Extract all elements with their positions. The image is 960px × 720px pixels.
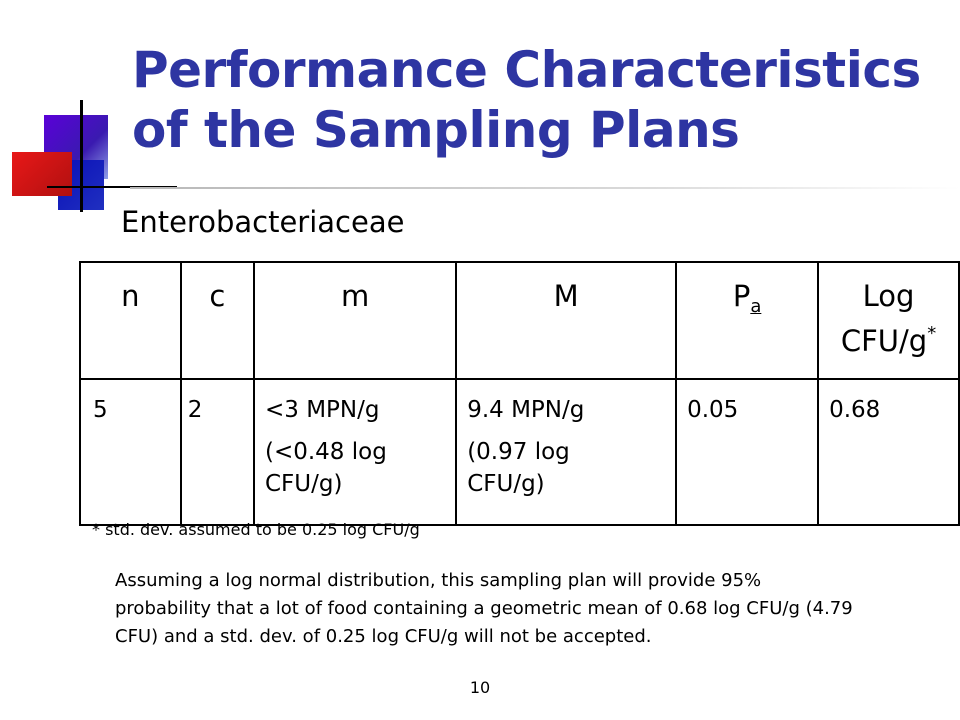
decor-horizontal-line — [47, 186, 177, 188]
cell-c: 2 — [179, 378, 255, 526]
cell-pa: 0.05 — [675, 378, 820, 526]
header-pa-subscript: a — [750, 296, 762, 317]
slide-title: Performance Characteristics of the Sampl… — [132, 41, 921, 159]
cell-n: 5 — [79, 378, 182, 526]
cell-M-line2: (0.97 log — [467, 439, 570, 465]
cell-M-line1: 9.4 MPN/g — [467, 397, 585, 423]
header-log-line2: CFU/g — [840, 324, 928, 358]
header-m: m — [252, 261, 458, 380]
explanation-paragraph: Assuming a log normal distribution, this… — [115, 570, 853, 647]
cell-m: <3 MPN/g (<0.48 log CFU/g) — [252, 378, 458, 526]
title-rule — [130, 187, 960, 189]
table-row: 5 2 <3 MPN/g (<0.48 log CFU/g) 9.4 MPN/g… — [79, 378, 960, 526]
decor-vertical-line — [80, 100, 83, 212]
page-number: 10 — [469, 678, 491, 697]
header-c: c — [179, 261, 255, 380]
header-M: M — [455, 261, 678, 380]
cell-m-line2: (<0.48 log — [264, 439, 387, 465]
cell-M-line3: CFU/g) — [467, 471, 545, 497]
sampling-plan-table: n c m M Pa Log CFU/g* 5 2 <3 MPN/g (<0.4… — [79, 261, 960, 526]
header-log: Log CFU/g* — [817, 261, 960, 380]
cell-M: 9.4 MPN/g (0.97 log CFU/g) — [455, 378, 678, 526]
header-n: n — [79, 261, 182, 380]
slide-subtitle: Enterobacteriaceae — [121, 205, 405, 239]
header-pa: Pa — [675, 261, 820, 380]
cell-log: 0.68 — [817, 378, 960, 526]
header-log-line1: Log — [862, 279, 915, 313]
header-log-asterisk: * — [927, 323, 937, 344]
header-pa-main: P — [732, 279, 751, 313]
footnote: * std. dev. assumed to be 0.25 log CFU/g — [92, 520, 420, 539]
cell-m-line3: CFU/g) — [264, 471, 343, 497]
decor-square-red — [12, 152, 72, 196]
table-header-row: n c m M Pa Log CFU/g* — [79, 261, 960, 380]
cell-m-line1: <3 MPN/g — [264, 397, 380, 423]
